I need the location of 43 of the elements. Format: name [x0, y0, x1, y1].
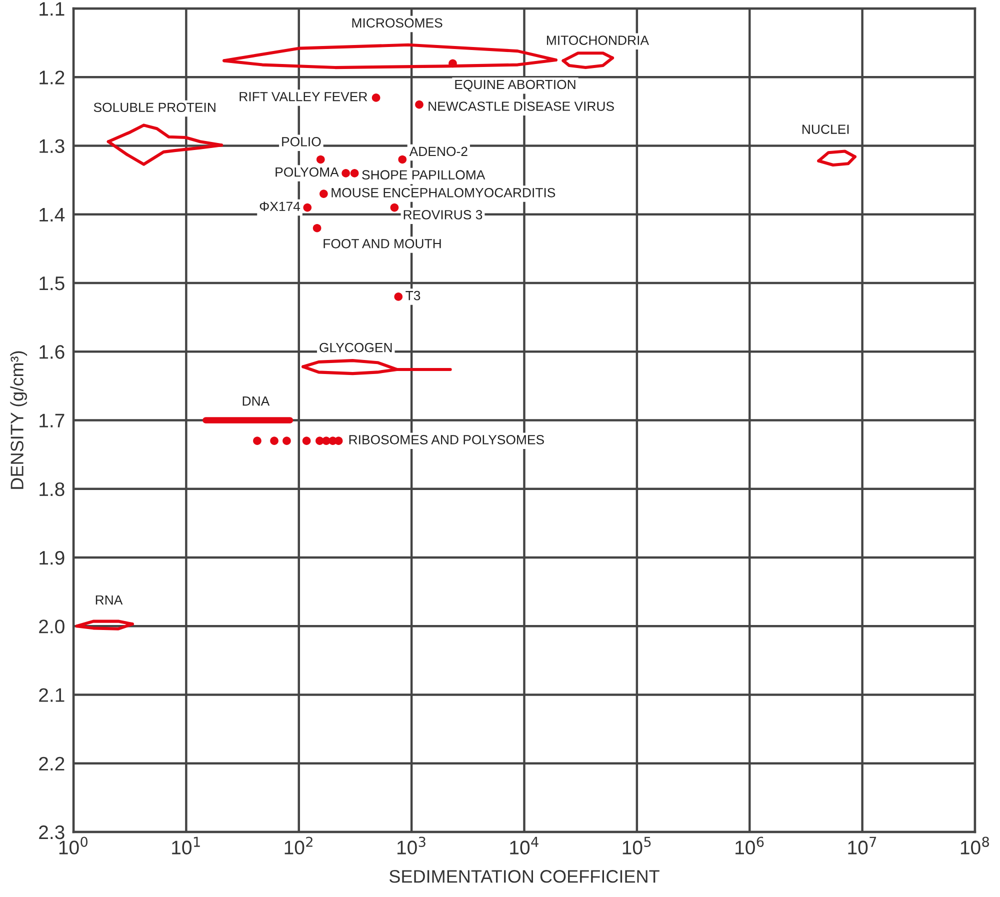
series-label: NEWCASTLE DISEASE VIRUS [428, 102, 614, 111]
x-tick-label: 10$^{4}$ [510, 836, 538, 854]
y-tick-label: 2.3 [39, 825, 64, 840]
y-axis-title: DENSITY (g/cm³) [10, 351, 28, 489]
y-tick-label: 1.7 [40, 414, 64, 428]
y-tick-label: 2.1 [39, 688, 64, 702]
series-label: REOVIRUS 3 [404, 210, 482, 220]
x-tick-label: 10$^{7}$ [848, 836, 876, 854]
y-tick-label: 1.1 [40, 2, 64, 16]
series-label: ΦX174 [260, 202, 300, 212]
y-tick-label: 1.9 [40, 550, 64, 565]
series-label: SHOPE PAPILLOMA [362, 170, 486, 180]
series-label: DNA [242, 396, 270, 406]
series-label: RIBOSOMES AND POLYSOMES [349, 435, 544, 444]
series-label: NUCLEI [802, 124, 849, 134]
x-tick-label: 10$^{3}$ [397, 836, 426, 854]
series-label: POLIO [282, 137, 321, 146]
series-label: RNA [96, 595, 123, 605]
x-tick-label: 10$^{1}$ [172, 836, 200, 854]
y-tick-label: 1.6 [40, 345, 64, 359]
y-tick-label: 1.3 [40, 139, 64, 153]
y-tick-label: 2.0 [39, 620, 64, 634]
series-label: EQUINE ABORTION [455, 80, 576, 92]
series-label: MITOCHONDRIA [546, 36, 649, 45]
y-tick-label: 1.5 [40, 276, 64, 290]
x-tick-label: 10$^{2}$ [284, 836, 312, 854]
series-label: ADENO-2 [409, 146, 468, 156]
series-label: GLYCOGEN [320, 342, 392, 352]
series-label: FOOT AND MOUTH [324, 238, 441, 248]
y-tick-label: 2.2 [39, 756, 64, 770]
y-tick-label: 1.8 [40, 482, 64, 496]
y-tick-label: 1.4 [40, 208, 65, 222]
x-tick-label: 10$^{8}$ [960, 836, 989, 854]
series-label: POLYOMA [276, 167, 339, 177]
x-tick-label: 10$^{6}$ [736, 836, 764, 854]
y-tick-label: 1.2 [40, 70, 64, 84]
series-label: RIFT VALLEY FEVER [240, 92, 368, 102]
series-label: T3 [406, 290, 420, 300]
series-label: MOUSE ENCEPHALOMYOCARDITIS [332, 188, 556, 198]
series-label: MICROSOMES [352, 18, 442, 28]
series-label: SOLUBLE PROTEIN [94, 102, 216, 112]
x-tick-label: 10$^{5}$ [622, 836, 651, 854]
x-axis-title: SEDIMENTATION COEFFICIENT [389, 870, 660, 883]
